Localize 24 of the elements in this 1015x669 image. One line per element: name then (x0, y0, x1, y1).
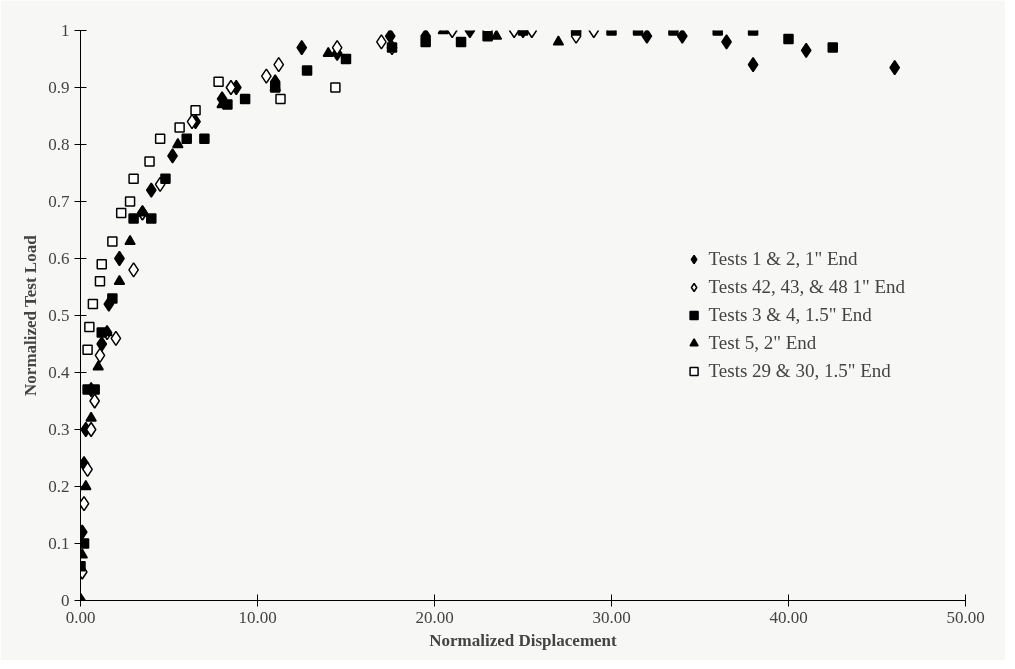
legend-label: Test 5, 2" End (708, 332, 817, 354)
y-tick-label: 0.5 (48, 306, 70, 325)
x-tick-label: 40.00 (769, 607, 808, 627)
y-tick-label: 0.1 (48, 534, 70, 553)
y-tick-label: 0.6 (48, 249, 70, 268)
y-tick-label: 0.4 (48, 363, 70, 382)
y-tick-label: 0.2 (48, 477, 70, 496)
x-axis-title: Normalized Displacement (429, 630, 618, 650)
x-tick-label: 0.00 (65, 607, 96, 627)
legend-label: Tests 1 & 2, 1" End (708, 248, 858, 270)
x-tick-label: 30.00 (592, 607, 631, 627)
y-tick-label: 0.9 (48, 78, 70, 97)
x-tick-label: 50.00 (946, 607, 985, 627)
y-tick-label: 0.3 (48, 420, 70, 439)
y-tick-label: 0.7 (48, 192, 70, 211)
legend-label: Tests 42, 43, & 48 1" End (708, 276, 905, 298)
y-tick-label: 0 (61, 591, 70, 610)
y-axis-title: Normalized Test Load (21, 234, 41, 396)
legend-label: Tests 3 & 4, 1.5" End (708, 304, 872, 326)
legend-label: Tests 29 & 30, 1.5" End (708, 360, 891, 382)
x-tick-label: 10.00 (238, 607, 277, 627)
y-tick-label: 1 (61, 21, 70, 40)
y-tick-label: 0.8 (48, 135, 70, 154)
x-tick-label: 20.00 (415, 607, 454, 627)
